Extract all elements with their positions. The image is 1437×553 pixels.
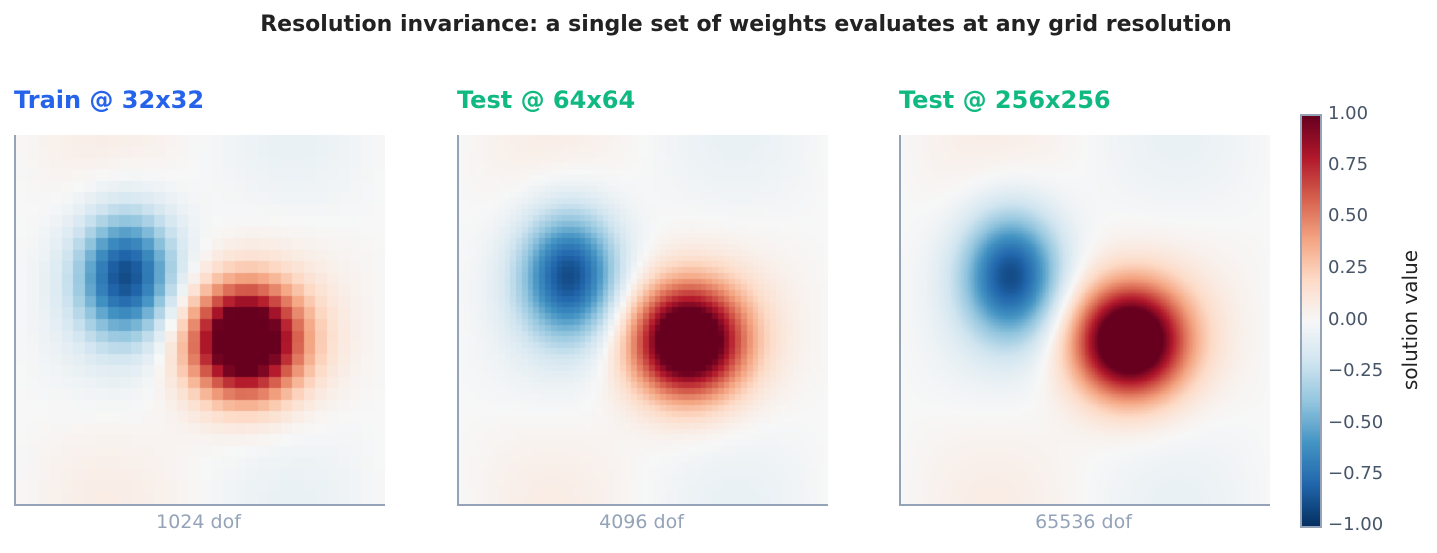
colorbar-label: solution value xyxy=(1398,249,1422,391)
dof-label-test-64: 4096 dof xyxy=(599,511,684,533)
dof-label-train: 1024 dof xyxy=(156,511,241,533)
colorbar-tick: −1.00 xyxy=(1328,514,1384,535)
colorbar-tick: −0.50 xyxy=(1328,412,1384,433)
panel-title-test-256: Test @ 256x256 xyxy=(899,86,1111,114)
colorbar-tick: 0.50 xyxy=(1328,205,1369,226)
colorbar xyxy=(1300,114,1322,528)
panel-title-test-64: Test @ 64x64 xyxy=(457,86,636,114)
heatmap-train-32 xyxy=(14,135,385,506)
heatmap-test-256 xyxy=(899,135,1270,506)
figure-title: Resolution invariance: a single set of w… xyxy=(260,12,1232,37)
colorbar-tick: −0.75 xyxy=(1328,463,1384,484)
colorbar-tick: 0.25 xyxy=(1328,257,1369,278)
colorbar-tick: 0.75 xyxy=(1328,154,1369,175)
dof-label-test-256: 65536 dof xyxy=(1035,511,1132,533)
panel-title-train: Train @ 32x32 xyxy=(14,86,205,114)
colorbar-tick: 0.00 xyxy=(1328,309,1369,330)
colorbar-tick: 1.00 xyxy=(1328,103,1369,124)
colorbar-tick: −0.25 xyxy=(1328,360,1384,381)
heatmap-test-64 xyxy=(457,135,828,506)
